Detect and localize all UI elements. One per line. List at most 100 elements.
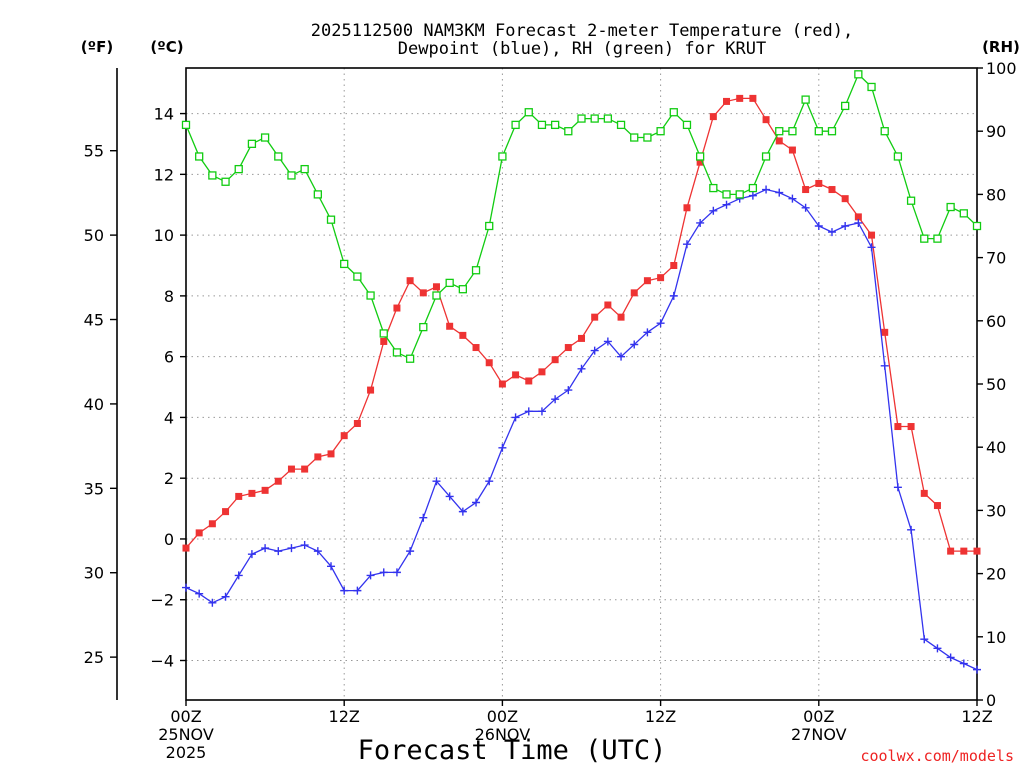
2-meter-temperature-point xyxy=(709,113,717,121)
fahrenheit-tick-label: 50 xyxy=(84,226,104,245)
rh-point xyxy=(260,133,270,142)
dewpoint-point xyxy=(854,218,863,227)
dewpoint-point xyxy=(221,592,230,601)
2-meter-temperature-point xyxy=(208,520,216,528)
2-meter-temperature-point xyxy=(723,97,731,105)
dewpoint-point xyxy=(564,386,573,395)
dewpoint-point xyxy=(445,492,454,501)
2-meter-temperature-point xyxy=(868,231,876,239)
rh-tick-label: 90 xyxy=(986,122,1006,141)
2-meter-temperature-point xyxy=(802,186,810,194)
2-meter-temperature-point xyxy=(261,486,269,494)
dewpoint-point xyxy=(973,665,981,674)
rh-point xyxy=(524,108,533,117)
2-meter-temperature-point xyxy=(854,213,862,221)
dewpoint-point xyxy=(630,340,639,349)
2-meter-temperature-point xyxy=(459,331,467,339)
series-layer xyxy=(181,70,982,674)
credit-text: coolwx.com/models xyxy=(860,747,1014,765)
rh-point xyxy=(564,127,573,136)
2-meter-temperature-point xyxy=(222,508,230,516)
x-axis-title: Forecast Time (UTC) xyxy=(358,735,667,766)
dewpoint-point xyxy=(432,477,441,486)
dewpoint-point xyxy=(419,513,428,522)
dewpoint-point xyxy=(458,507,467,516)
x-tick-label: 00Z xyxy=(487,707,518,726)
2-meter-temperature-point xyxy=(525,377,533,385)
celsius-tick-label: 10 xyxy=(154,226,174,245)
dewpoint-point xyxy=(313,547,322,556)
2-meter-temperature-point xyxy=(643,277,651,285)
rh-tick-label: 0 xyxy=(986,691,996,710)
2-meter-temperature-point xyxy=(248,489,256,497)
2-meter-temperature-point xyxy=(788,146,796,154)
2-meter-temperature-point xyxy=(604,301,612,309)
rh-point xyxy=(419,322,428,332)
dewpoint-point xyxy=(656,319,665,328)
left-c-unit-label: (ºC) xyxy=(150,38,183,56)
dewpoint-point xyxy=(511,413,520,422)
dewpoint-point xyxy=(762,185,771,194)
axis-ticks: −4 −2 0 2 4 6 8 10 12 14 25 30 35 40 45 50 55 0 10 20 30 40 50… xyxy=(84,59,1017,762)
rh-point xyxy=(485,221,494,231)
dewpoint-point xyxy=(867,243,876,252)
chart-title-line1: 2025112500 NAM3KM Forecast 2-meter Tempe… xyxy=(311,21,853,41)
2-meter-temperature-point xyxy=(551,356,559,364)
rh-point xyxy=(722,190,731,199)
right-rh-unit-label: (RH) xyxy=(982,38,1020,56)
rh-point xyxy=(379,329,388,338)
2-meter-temperature-point xyxy=(670,262,678,269)
2-meter-temperature-point xyxy=(432,283,440,291)
rh-point xyxy=(340,259,349,269)
rh-point xyxy=(788,127,797,136)
rh-point xyxy=(458,285,468,294)
dewpoint-point xyxy=(353,586,362,595)
2-meter-temperature-point xyxy=(841,195,849,203)
dewpoint-point xyxy=(959,659,968,668)
dewpoint-point xyxy=(827,228,836,237)
2-meter-temperature-point xyxy=(340,432,348,440)
2-meter-temperature-point xyxy=(485,359,493,367)
celsius-tick-label: 6 xyxy=(164,348,174,367)
dewpoint-point xyxy=(472,498,481,507)
2-meter-temperature-point xyxy=(960,547,968,555)
2-meter-temperature-point xyxy=(973,547,981,555)
dewpoint-point xyxy=(617,352,626,361)
rh-point xyxy=(946,202,955,212)
dewpoint-point xyxy=(274,547,283,556)
rh-tick-label: 50 xyxy=(986,375,1006,394)
rh-point xyxy=(181,120,191,130)
dewpoint-point xyxy=(392,568,401,577)
2-meter-temperature-point xyxy=(578,334,585,342)
fahrenheit-tick-label: 55 xyxy=(84,142,104,161)
2-meter-temperature-point xyxy=(538,368,546,376)
2-meter-temperature-point xyxy=(762,116,770,124)
dewpoint-point xyxy=(933,644,942,653)
2-meter-temperature-point xyxy=(301,465,309,473)
rh-point xyxy=(959,209,968,218)
dewpoint-point xyxy=(261,544,270,553)
dewpoint-point xyxy=(287,544,296,553)
dewpoint-point xyxy=(208,598,217,607)
2-meter-temperature-point xyxy=(881,328,889,336)
rh-point xyxy=(761,152,771,161)
celsius-tick-label: 8 xyxy=(164,287,174,306)
2-meter-temperature-point xyxy=(195,529,203,537)
rh-point xyxy=(696,152,705,161)
rh-point xyxy=(221,177,230,186)
2-meter-temperature-point xyxy=(327,450,335,458)
dewpoint-point xyxy=(551,395,560,404)
rh-point xyxy=(550,120,560,130)
2-meter-temperature-point xyxy=(380,337,388,345)
rh-point xyxy=(537,120,547,130)
rh-point xyxy=(432,291,441,300)
rh-point xyxy=(920,234,929,243)
rh-point xyxy=(405,354,415,363)
x-tick-label: 12Z xyxy=(645,707,676,726)
dewpoint-point xyxy=(182,583,190,592)
x-tick-label: 12Z xyxy=(329,707,360,726)
dewpoint-point xyxy=(788,194,797,203)
fahrenheit-tick-label: 45 xyxy=(84,311,104,330)
dewpoint-point xyxy=(524,407,533,416)
dewpoint-point xyxy=(577,364,586,373)
